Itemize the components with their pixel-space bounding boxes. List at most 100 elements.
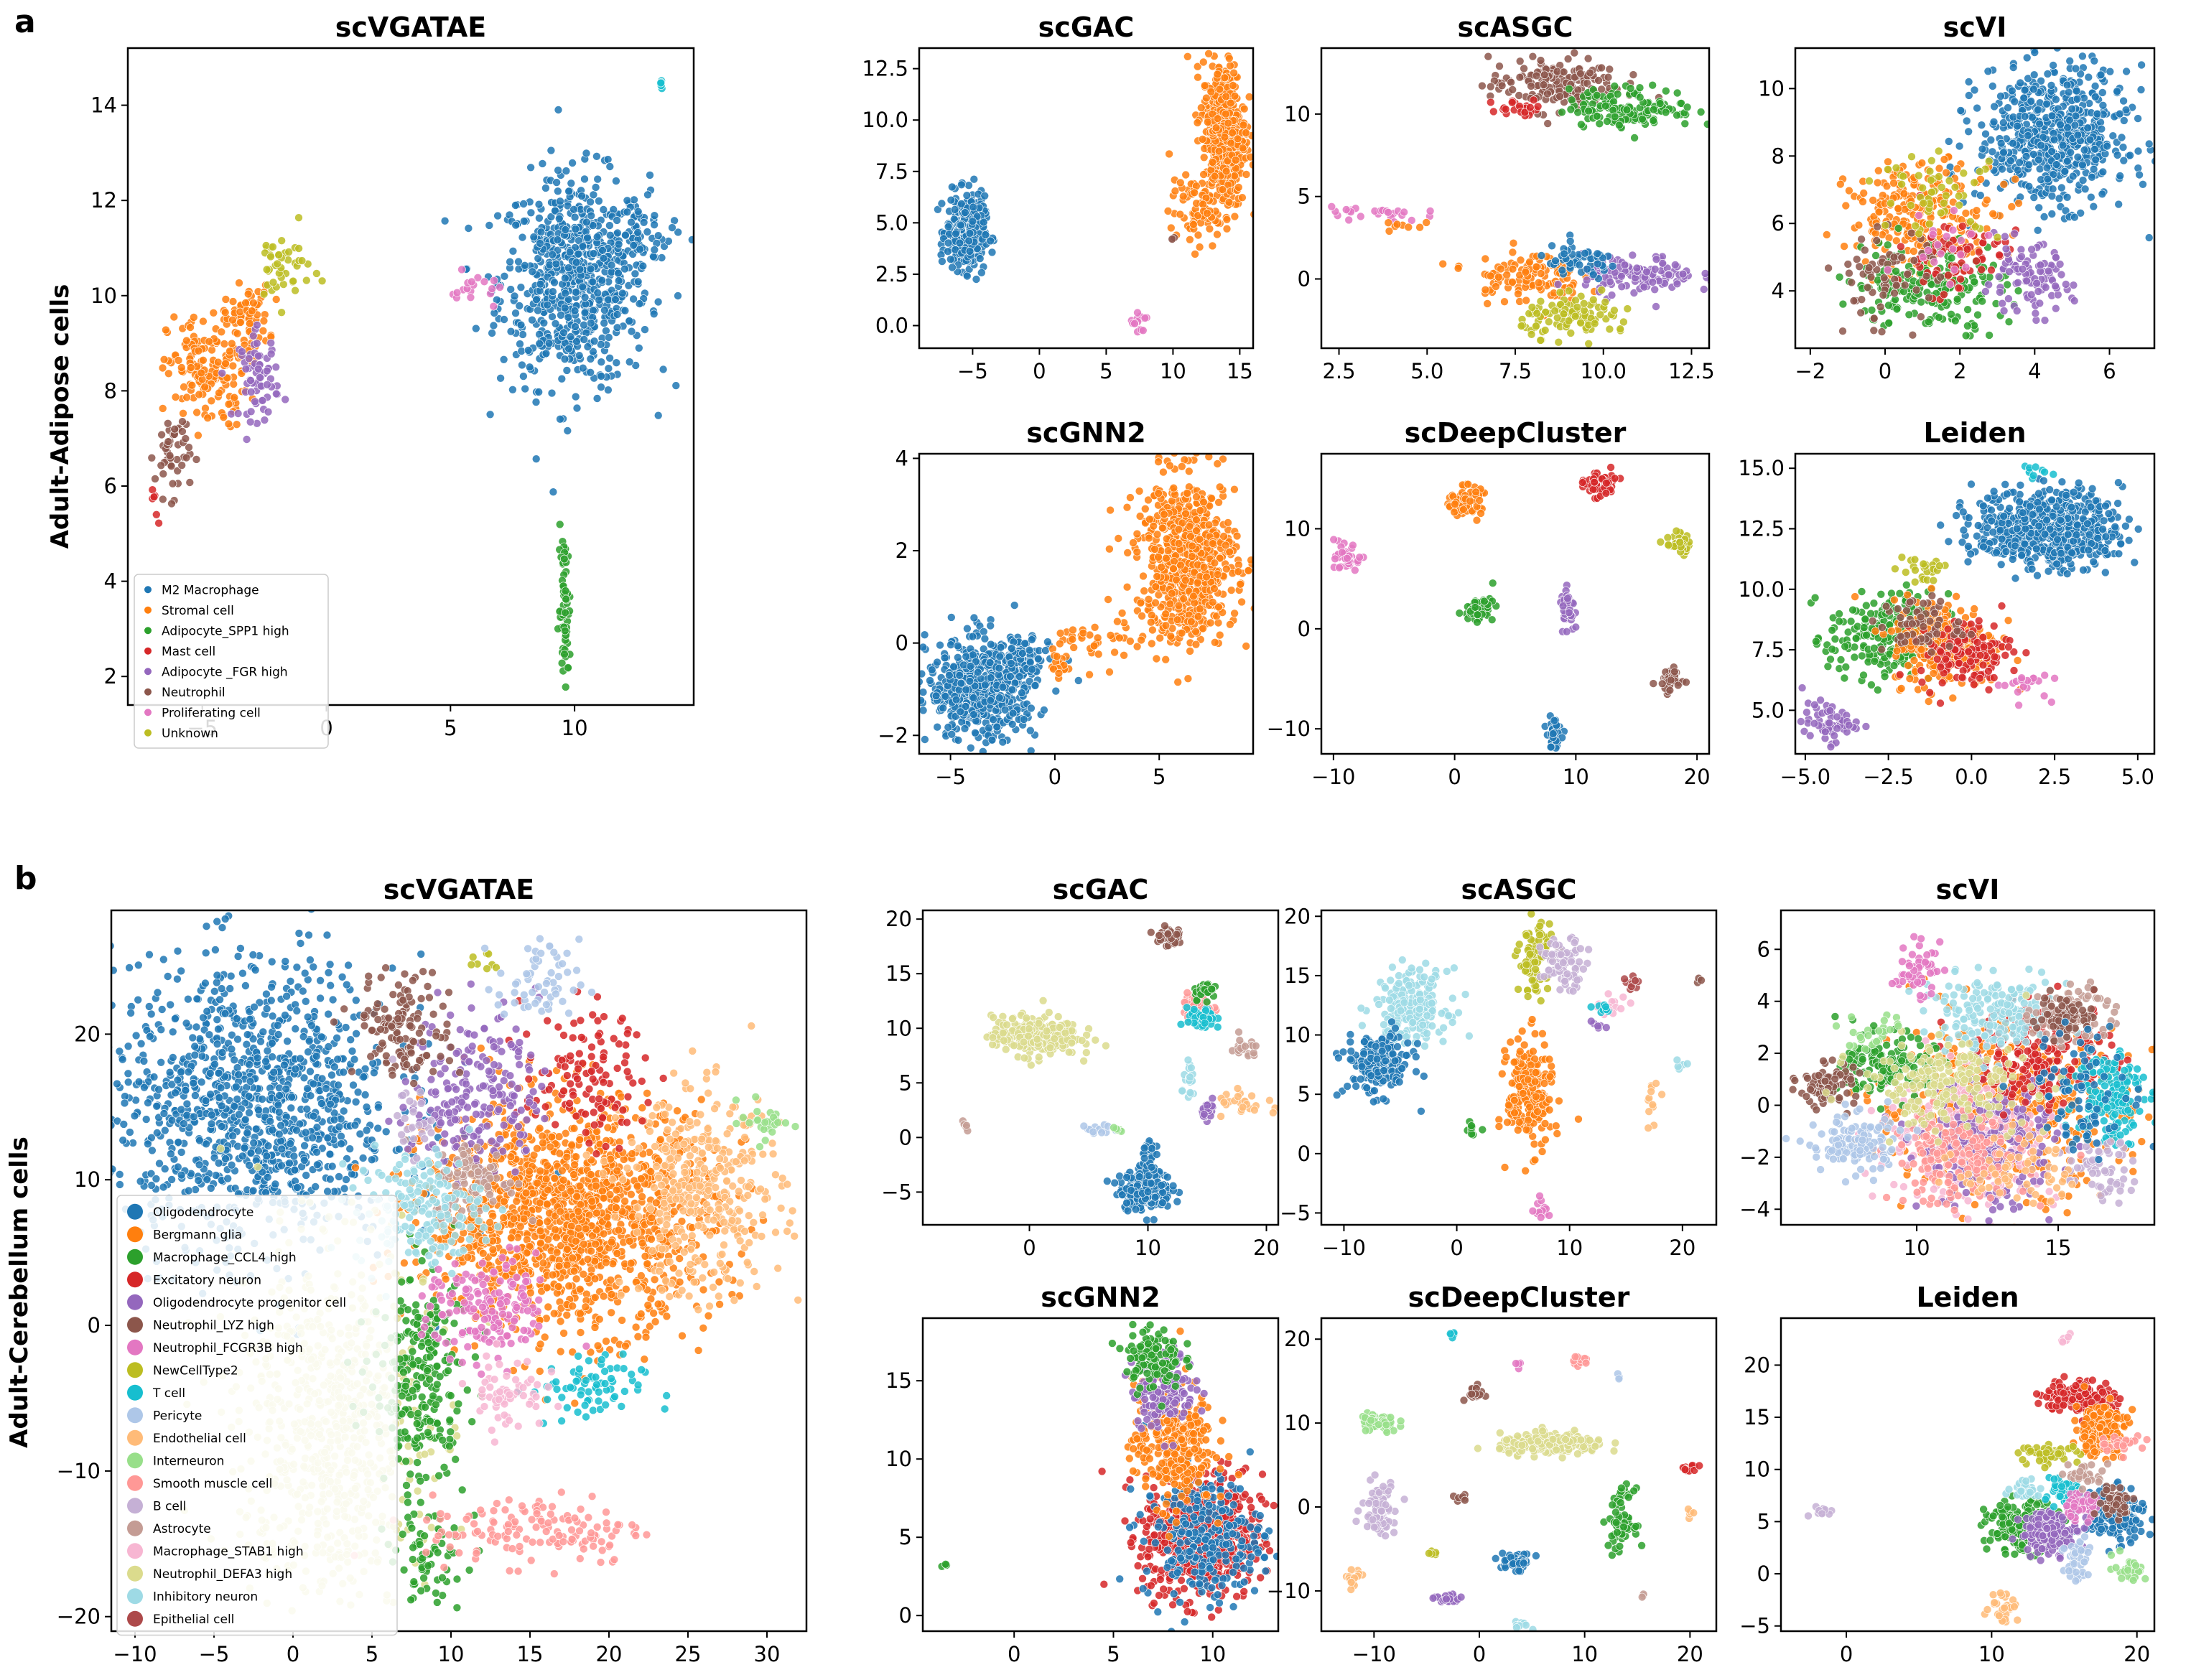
data-point: [557, 374, 567, 383]
data-point: [2004, 103, 2012, 112]
data-point: [312, 269, 321, 278]
data-point: [2078, 176, 2088, 185]
data-point: [534, 306, 542, 315]
data-point: [578, 363, 587, 373]
data-point: [1567, 95, 1576, 104]
data-point: [508, 385, 517, 394]
chart-a-scVGATAE: −505102468101214scVGATAEM2 MacrophageStr…: [90, 11, 695, 749]
data-point: [511, 309, 520, 318]
data-point: [1864, 263, 1874, 272]
data-point: [159, 495, 167, 504]
data-point: [185, 443, 193, 452]
data-point: [599, 205, 608, 214]
data-point: [1233, 134, 1242, 144]
data-point: [535, 339, 544, 348]
data-point: [1907, 201, 1915, 210]
data-point: [2039, 213, 2049, 221]
data-point: [485, 221, 494, 230]
data-point: [1194, 230, 1203, 240]
data-point: [246, 407, 256, 416]
data-point: [242, 435, 251, 444]
data-point: [528, 315, 536, 325]
data-point: [227, 339, 236, 348]
data-point: [189, 313, 198, 322]
point-cluster: [919, 601, 1083, 754]
data-point: [2020, 112, 2029, 121]
data-point: [1984, 230, 1993, 240]
y-tick-label: 2.5: [875, 262, 908, 286]
data-point: [948, 263, 957, 272]
data-point: [182, 393, 191, 402]
data-point: [2022, 276, 2031, 286]
data-point: [987, 640, 995, 649]
data-point: [1652, 302, 1660, 311]
data-point: [1673, 279, 1682, 289]
data-point: [578, 242, 587, 251]
data-point: [170, 424, 179, 434]
data-point: [944, 247, 952, 256]
data-point: [972, 657, 980, 666]
data-point: [1673, 111, 1681, 120]
data-point: [2016, 78, 2025, 88]
data-point: [1603, 117, 1611, 126]
data-point: [1996, 139, 2006, 148]
data-point: [510, 291, 519, 301]
data-point: [2135, 170, 2144, 179]
data-point: [919, 669, 926, 678]
data-point: [1176, 210, 1185, 219]
data-point: [634, 343, 643, 353]
data-point: [1601, 297, 1610, 307]
data-point: [1894, 224, 1903, 233]
data-point: [157, 461, 166, 470]
data-point: [1453, 263, 1463, 273]
data-point: [249, 299, 258, 307]
data-point: [564, 344, 573, 353]
data-point: [1224, 197, 1234, 207]
data-point: [1607, 291, 1616, 299]
data-point: [2011, 174, 2019, 184]
data-point: [1954, 192, 1963, 200]
data-point: [962, 191, 972, 200]
data-point: [561, 274, 569, 283]
data-point: [535, 213, 544, 223]
data-point: [2119, 96, 2128, 106]
data-point: [182, 453, 191, 462]
data-point: [1593, 112, 1601, 121]
data-point: [496, 373, 505, 383]
point-cluster: [554, 520, 575, 691]
data-point: [1940, 290, 1948, 299]
plot-title: scVGATAE: [335, 11, 487, 43]
data-point: [2052, 95, 2060, 104]
data-point: [963, 624, 972, 633]
data-point: [1130, 319, 1139, 328]
data-point: [599, 253, 608, 263]
data-point: [998, 737, 1008, 747]
data-point: [1392, 220, 1402, 229]
data-point: [256, 373, 264, 382]
data-point: [1438, 259, 1447, 269]
data-point: [1183, 52, 1192, 61]
data-point: [1953, 164, 1962, 173]
data-point: [2134, 114, 2142, 123]
data-point: [2068, 172, 2078, 181]
data-point: [596, 340, 605, 349]
data-point: [1648, 278, 1657, 286]
data-point: [2057, 270, 2066, 279]
data-point: [638, 261, 648, 271]
data-point: [1604, 73, 1613, 82]
data-point: [228, 315, 237, 325]
data-point: [2071, 111, 2080, 121]
scatter-points: [934, 50, 1253, 337]
data-point: [653, 411, 663, 420]
data-point: [960, 724, 969, 733]
point-cluster: [440, 106, 694, 497]
data-point: [1629, 289, 1639, 297]
data-point: [194, 431, 203, 440]
data-point: [526, 208, 536, 218]
data-point: [1823, 230, 1831, 239]
data-point: [546, 213, 556, 221]
data-point: [2134, 146, 2143, 156]
data-point: [1520, 64, 1528, 73]
data-point: [587, 319, 595, 327]
data-point: [1222, 167, 1231, 176]
